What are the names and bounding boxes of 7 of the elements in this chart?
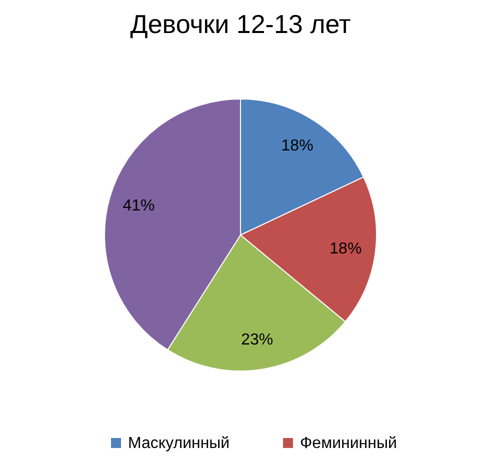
data-label: 18% (330, 240, 362, 258)
data-label: 41% (122, 197, 155, 214)
legend-label: Фемининный (300, 435, 397, 452)
legend-label: Маскулинный (128, 435, 230, 452)
data-label: 18% (281, 138, 314, 154)
data-label: 23% (241, 332, 274, 349)
chart-title: Девочки 12-13 лет (130, 9, 351, 39)
